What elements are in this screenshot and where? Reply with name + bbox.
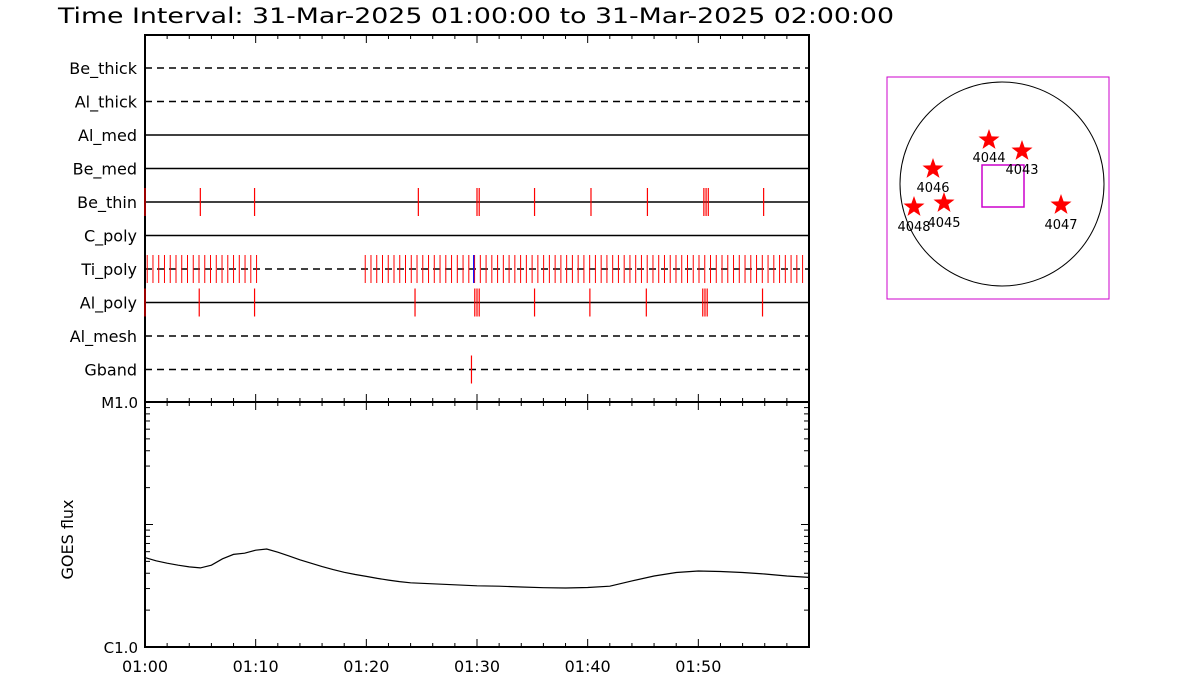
active-region-star-icon	[1050, 194, 1072, 214]
time-tick-label: 01:50	[675, 657, 721, 676]
active-region-4044: 4044	[972, 129, 1006, 166]
active-region-4047: 4047	[1044, 194, 1078, 233]
timeline-frame	[144, 34, 810, 403]
active-region-4048: 4048	[897, 196, 931, 235]
filter-row-label: Ti_poly	[80, 260, 137, 280]
field-of-view-box	[981, 164, 1025, 208]
active-region-label: 4048	[897, 220, 930, 235]
filter-row-al-poly: Al_poly	[80, 288, 809, 317]
filter-row-c-poly: C_poly	[84, 227, 809, 247]
active-region-star-icon	[1011, 140, 1033, 160]
active-region-label: 4043	[1005, 163, 1038, 178]
filter-row-be-thin: Be_thin	[77, 188, 809, 216]
filter-row-label: Be_med	[73, 160, 137, 180]
filter-row-label: Al_med	[78, 126, 137, 146]
time-tick-label: 01:10	[233, 657, 279, 676]
filter-row-label: Be_thick	[69, 59, 137, 79]
time-tick-label: 01:40	[565, 657, 611, 676]
active-region-star-icon	[922, 158, 944, 178]
filter-row-al-mesh: Al_mesh	[70, 327, 809, 347]
time-tick-label: 01:20	[343, 657, 389, 676]
time-interval-title: Time Interval: 31-Mar-2025 01:00:00 to 3…	[57, 4, 894, 28]
active-region-label: 4046	[916, 181, 949, 196]
goes-flux-panel: M1.0 C1.0 GOES flux	[58, 394, 810, 657]
filter-row-gband: Gband	[84, 355, 809, 384]
active-region-4046: 4046	[916, 158, 950, 196]
time-tick-label: 01:30	[454, 657, 500, 676]
solar-disk-outline	[899, 81, 1105, 287]
active-region-label: 4044	[972, 151, 1005, 166]
filter-timeline-panel: Be_thick Al_thick Al_med Be_med Be_thin C_pol…	[69, 34, 810, 403]
time-axis-labels: 01:00 01:10 01:20 01:30 01:40 01:50	[122, 657, 721, 676]
active-region-4045: 4045	[927, 192, 961, 231]
filter-row-label: Be_thin	[77, 193, 137, 213]
filter-row-al-med: Al_med	[78, 126, 809, 146]
filter-row-label: Gband	[84, 361, 137, 380]
filter-row-label: Al_thick	[75, 93, 138, 113]
filter-row-al-thick: Al_thick	[75, 93, 809, 113]
goes-frame	[144, 401, 810, 648]
goes-y-axis-label: GOES flux	[58, 499, 77, 579]
filter-row-label: Al_poly	[80, 294, 137, 314]
active-region-4043: 4043	[1005, 140, 1039, 178]
active-region-label: 4045	[927, 216, 960, 231]
active-region-star-icon	[933, 192, 955, 212]
filter-row-label: C_poly	[84, 227, 137, 247]
filter-row-be-med: Be_med	[73, 160, 809, 180]
time-tick-label: 01:00	[122, 657, 168, 676]
goes-y-tick-label: C1.0	[104, 639, 138, 657]
goes-y-tick-label: M1.0	[101, 394, 138, 412]
filter-row-be-thick: Be_thick	[69, 59, 809, 79]
active-region-label: 4047	[1044, 218, 1077, 233]
active-region-star-icon	[978, 129, 1000, 149]
filter-row-ti-poly: Ti_poly	[80, 255, 809, 283]
goes-flux-line	[144, 548, 810, 589]
map-frame	[886, 76, 1110, 300]
active-region-star-icon	[903, 196, 925, 216]
filter-row-label: Al_mesh	[70, 327, 137, 347]
